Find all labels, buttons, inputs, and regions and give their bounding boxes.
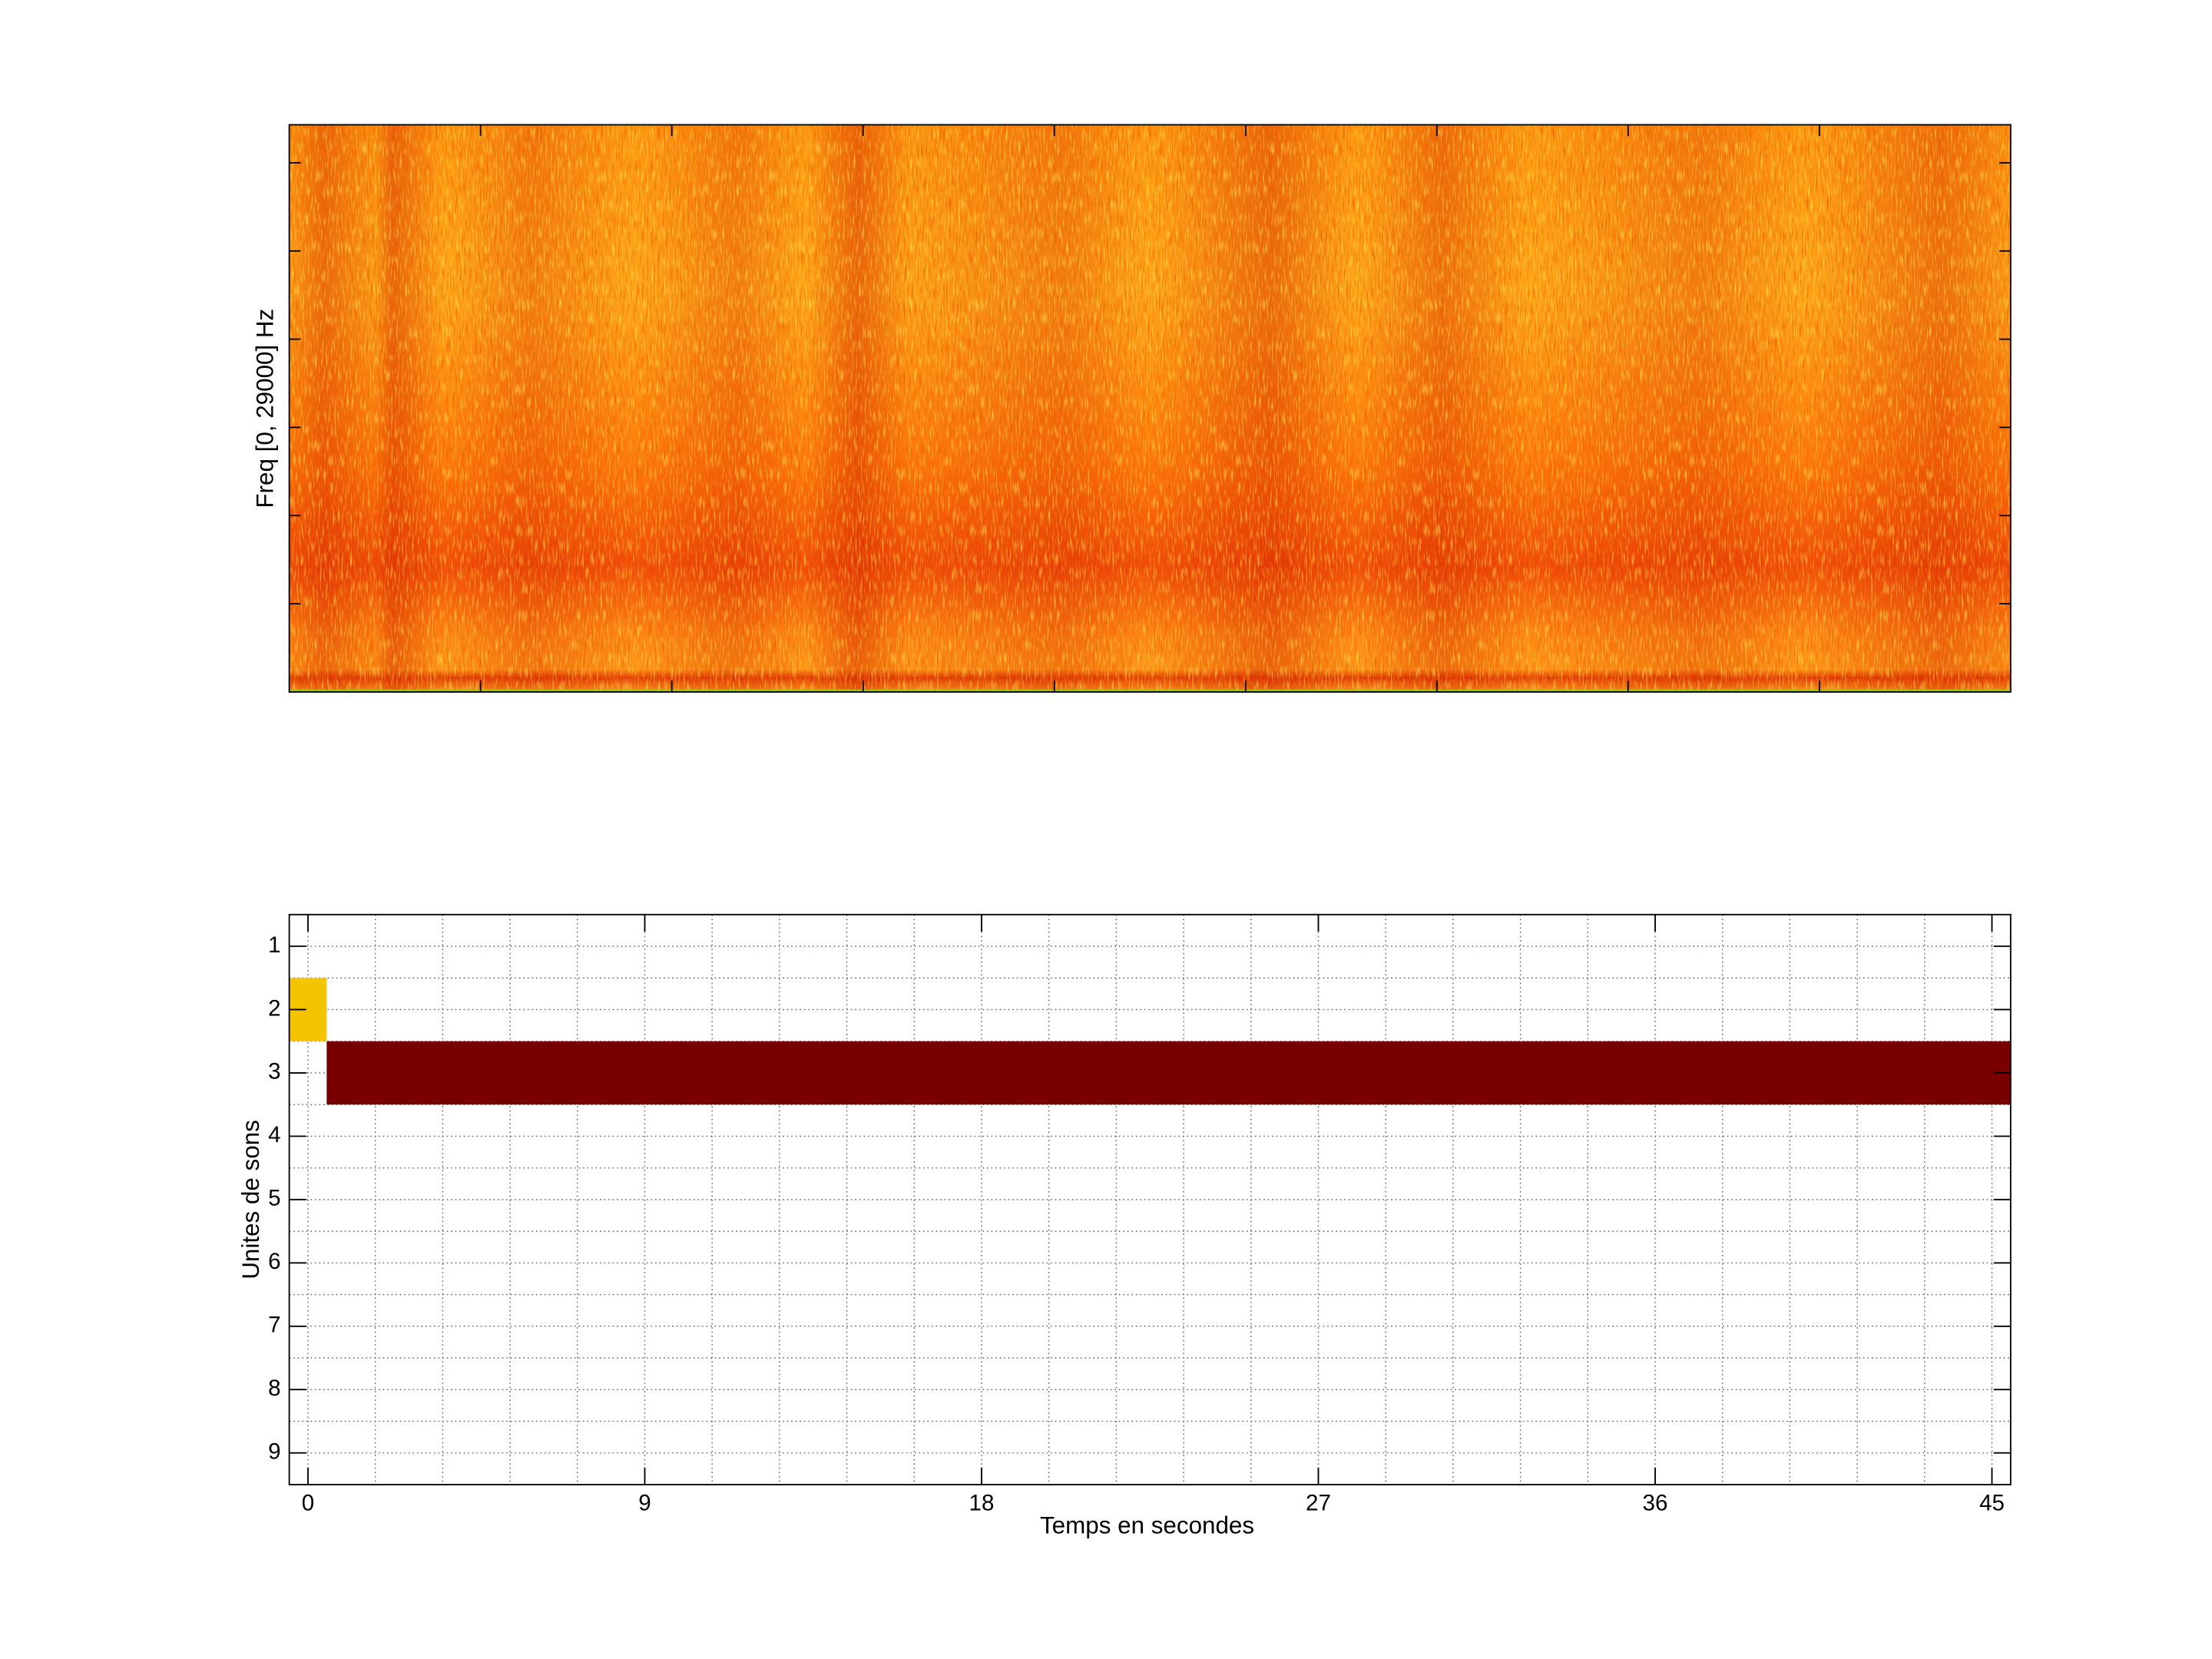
y-axis-label: Unites de sons: [237, 1120, 264, 1280]
axes-box: [288, 124, 2012, 693]
spectrogram-noise-yellow: [289, 124, 2011, 692]
x-tick-label: 0: [302, 1491, 314, 1516]
x-tick-label: 18: [969, 1491, 995, 1516]
y-tick-label: 4: [268, 1122, 280, 1147]
x-tick-label: 36: [1643, 1491, 1668, 1516]
y-axis-label: Freq [0, 29000] Hz: [251, 309, 278, 508]
y-tick-label: 3: [268, 1059, 280, 1084]
y-tick-label: 8: [268, 1376, 280, 1401]
x-tick-label: 9: [638, 1491, 651, 1516]
y-tick-label: 1: [268, 932, 280, 958]
y-tick-label: 6: [268, 1249, 280, 1274]
y-tick-label: 5: [268, 1186, 280, 1211]
y-tick-label: 7: [268, 1313, 280, 1338]
axes-box: [288, 913, 2012, 1485]
y-tick-label: 9: [268, 1439, 280, 1464]
x-tick-label: 27: [1306, 1491, 1331, 1516]
y-tick-label: 2: [268, 995, 280, 1021]
x-axis-label: Temps en secondes: [1040, 1512, 1254, 1539]
segment: [326, 1041, 2011, 1105]
x-tick-label: 45: [1979, 1491, 2005, 1516]
